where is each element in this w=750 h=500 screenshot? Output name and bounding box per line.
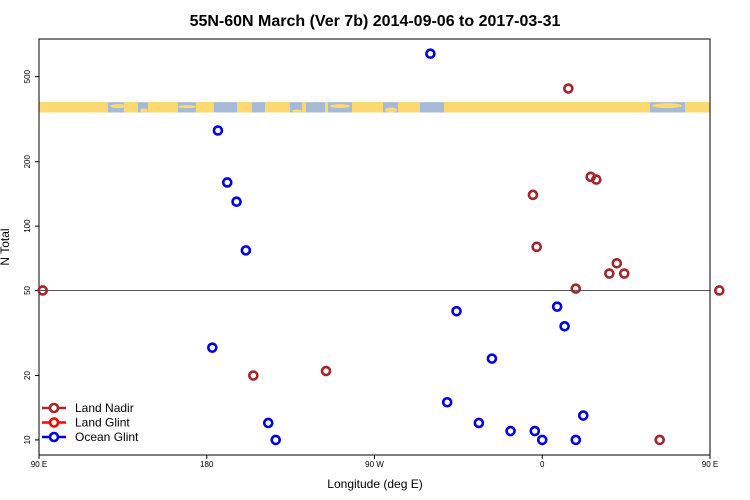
y-tick-label: 10 (23, 435, 32, 444)
data-point (451, 305, 462, 317)
legend-label: Ocean Glint (75, 430, 139, 444)
data-point (618, 268, 630, 279)
data-point (37, 285, 49, 296)
data-point (559, 320, 570, 332)
y-axis-ticks: 10 20 50 100 200 500 (23, 69, 39, 444)
land-segment (352, 102, 383, 113)
land-segment (39, 102, 108, 113)
x-tick-label: 90 W (365, 460, 384, 469)
data-point (654, 434, 665, 446)
y-tick-label: 200 (23, 155, 32, 169)
land-segment (124, 102, 138, 113)
data-point (320, 365, 332, 377)
data-point (425, 48, 436, 60)
land-segment (398, 102, 420, 113)
data-point (563, 83, 574, 94)
land-segment (148, 102, 178, 113)
land-patch (330, 104, 350, 109)
y-tick-label: 500 (23, 69, 32, 83)
x-tick-label: 180 (200, 460, 214, 469)
data-point (714, 285, 725, 296)
legend-marker (48, 417, 60, 428)
data-point (262, 417, 274, 429)
data-point (212, 125, 224, 136)
data-point (570, 283, 582, 294)
data-point (577, 410, 589, 421)
legend-marker (48, 402, 60, 414)
land-patch (690, 108, 698, 113)
data-point (591, 174, 602, 185)
data-point (536, 434, 548, 446)
data-point (527, 189, 539, 201)
data-point (531, 241, 542, 253)
y-tick-label: 100 (23, 219, 32, 233)
x-axis-label: Longitude (deg E) (327, 477, 422, 491)
land-segment (302, 102, 306, 113)
land-patch (178, 105, 196, 109)
x-tick-label: 0 (540, 460, 545, 469)
land-segment (237, 102, 252, 113)
x-tick-label: 90 E (31, 460, 47, 469)
data-point (221, 177, 233, 188)
land-segment (444, 102, 650, 113)
data-point (604, 268, 615, 279)
chart-title: 55N-60N March (Ver 7b) 2014-09-06 to 201… (190, 13, 561, 30)
land-patch (292, 109, 302, 113)
data-point (505, 425, 516, 437)
y-tick-label: 20 (23, 371, 32, 380)
land-segment (265, 102, 290, 113)
data-point (231, 196, 242, 208)
data-point (529, 425, 541, 437)
data-point (270, 434, 282, 446)
y-axis-label: N Total (0, 228, 12, 265)
land-segment (325, 102, 328, 113)
data-point (441, 396, 453, 408)
land-patch (140, 108, 148, 113)
land-segment (196, 102, 214, 113)
x-axis-ticks: 90 E 180 90 W 0 90 E (31, 455, 718, 469)
land-patch (652, 103, 682, 109)
data-point (240, 245, 252, 256)
data-point (611, 257, 623, 269)
y-tick-label: 50 (23, 285, 32, 294)
data-points (37, 48, 725, 446)
data-point (551, 301, 563, 312)
data-point (486, 353, 498, 364)
land-mask-band (39, 102, 710, 113)
data-point (207, 342, 218, 353)
land-segment (685, 102, 710, 113)
legend-marker (48, 431, 60, 443)
legend-label: Land Nadir (75, 401, 134, 415)
data-point (570, 434, 582, 446)
data-point (248, 370, 259, 381)
x-tick-label: 90 E (702, 460, 718, 469)
legend-label: Land Glint (75, 416, 130, 430)
land-patch (385, 107, 397, 113)
data-point (473, 417, 485, 429)
land-patch (110, 104, 126, 109)
